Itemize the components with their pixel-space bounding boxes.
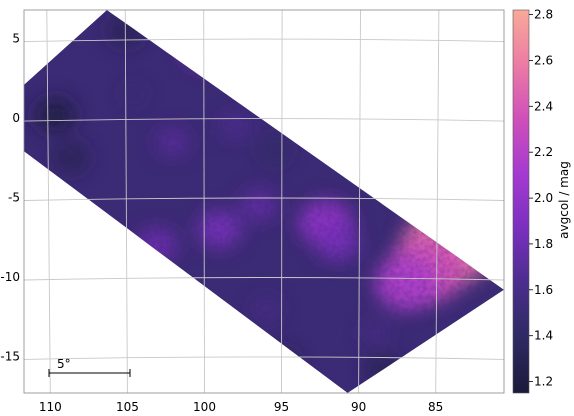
colorbar-ticks: 1.2 1.4 1.6 1.8 2.0 2.2 2.4 2.6 2.8 xyxy=(529,8,553,389)
y-tick-label: -5 xyxy=(8,191,20,205)
x-tick-label: 95 xyxy=(274,400,289,414)
x-axis-ticks: 110 105 100 95 90 85 xyxy=(39,400,443,414)
meridian-gridline xyxy=(281,10,283,393)
hot-spot xyxy=(250,42,298,83)
colorbar-tick-label: 2.4 xyxy=(534,99,553,113)
parallel-gridline xyxy=(24,38,504,43)
hot-spot xyxy=(331,82,358,106)
scale-bar-label: 5° xyxy=(57,357,71,371)
x-tick-label: 90 xyxy=(351,400,366,414)
colorbar-tick-label: 1.4 xyxy=(534,329,553,343)
parallel-gridline xyxy=(24,277,504,281)
y-tick-label: 0 xyxy=(12,111,20,125)
colorbar: 1.2 1.4 1.6 1.8 2.0 2.2 2.4 2.6 2.8 avgcol / mag xyxy=(512,8,571,394)
sky-field-heatmap xyxy=(24,10,504,393)
x-tick-label: 85 xyxy=(428,400,443,414)
field-texture xyxy=(24,10,504,393)
colorbar-tick-label: 1.6 xyxy=(534,283,553,297)
y-tick-label: -10 xyxy=(0,270,20,284)
colorbar-tick-label: 2.8 xyxy=(534,8,553,22)
hot-spot xyxy=(160,306,185,327)
meridian-gridline xyxy=(124,10,128,393)
x-tick-label: 100 xyxy=(193,400,216,414)
x-tick-label: 105 xyxy=(116,400,139,414)
y-tick-label: -15 xyxy=(0,349,20,363)
meridian-gridline xyxy=(203,10,205,393)
colorbar-tick-label: 2.2 xyxy=(534,145,553,159)
x-tick-label: 110 xyxy=(39,400,62,414)
hot-spot xyxy=(181,16,243,68)
coordinate-grid xyxy=(24,10,504,393)
colorbar-gradient xyxy=(512,9,530,394)
cold-spot xyxy=(173,343,204,370)
plot-frame xyxy=(23,9,505,394)
meridian-gridline xyxy=(46,10,51,393)
meridian-gridline xyxy=(358,10,361,393)
colorbar-tick-label: 2.6 xyxy=(534,54,553,68)
parallel-gridline xyxy=(24,356,504,360)
scale-bar: 5° xyxy=(48,357,131,377)
y-tick-label: 5 xyxy=(12,32,20,46)
hot-spot xyxy=(398,175,432,204)
plot-area xyxy=(23,9,505,394)
colorbar-tick-label: 2.0 xyxy=(534,191,553,205)
colorbar-tick-label: 1.2 xyxy=(534,375,553,389)
parallel-gridline xyxy=(24,118,504,122)
parallel-gridline xyxy=(24,197,504,201)
colorbar-tick-label: 1.8 xyxy=(534,237,553,251)
colorbar-label: avgcol / mag xyxy=(557,161,571,239)
meridian-gridline xyxy=(435,10,440,393)
y-axis-ticks: 5 0 -5 -10 -15 xyxy=(0,32,20,364)
